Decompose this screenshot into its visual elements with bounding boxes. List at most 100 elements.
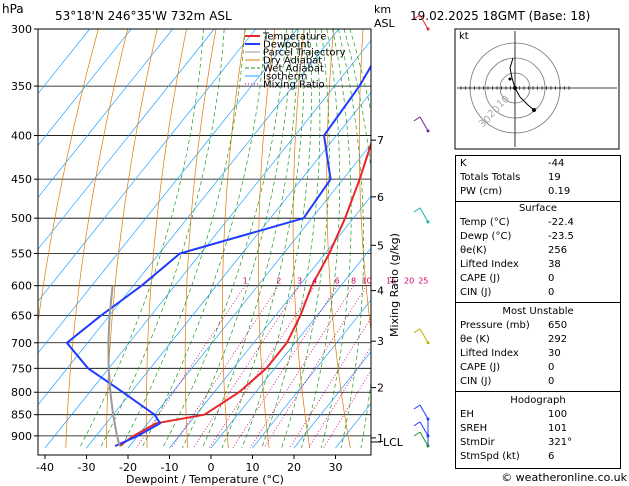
hodograph-unit-label: kt bbox=[459, 31, 469, 42]
legend-label: Dry Adiabat bbox=[263, 56, 322, 67]
profile-series bbox=[65, 64, 371, 447]
isotherm-line bbox=[252, 299, 371, 449]
indices-panel: K -44 Totals Totals 19 PW (cm) 0.19 Surf… bbox=[455, 155, 621, 469]
pressure-tick-label: 450 bbox=[11, 173, 32, 186]
mixing-ratio-line bbox=[135, 285, 246, 449]
wind-barb-dot bbox=[426, 27, 430, 31]
legend-label: Dewpoint bbox=[263, 40, 311, 51]
wet-adiabat-line bbox=[320, 29, 352, 449]
hodograph-frame bbox=[454, 28, 620, 150]
km-tick-label: 3 bbox=[377, 335, 384, 348]
mixing-ratio-label: 2 bbox=[276, 277, 281, 286]
dry-adiabat-line bbox=[106, 29, 158, 448]
mixing-ratio-line bbox=[263, 285, 368, 449]
hodograph-endpoint bbox=[532, 108, 536, 112]
pressure-tick-label: 550 bbox=[11, 247, 32, 260]
asl-label: ASL bbox=[374, 17, 396, 30]
separator bbox=[456, 391, 620, 392]
wet-adiabat-line bbox=[221, 29, 305, 449]
wet-adiabat-line bbox=[301, 29, 341, 449]
wet-adiabat-line bbox=[99, 29, 225, 449]
legend-label: Temperature bbox=[262, 32, 326, 43]
wind-barbs bbox=[413, 14, 430, 448]
pressure-tick-label: 900 bbox=[11, 430, 32, 443]
plot-frame bbox=[37, 28, 372, 456]
isotherm-line bbox=[293, 351, 371, 449]
isotherm-line bbox=[38, 29, 298, 354]
wet-adiabat-line bbox=[181, 29, 293, 449]
wet-adiabat-line bbox=[261, 29, 321, 449]
pressure-tick-label: 850 bbox=[11, 409, 32, 422]
most-unstable-title: Most Unstable bbox=[502, 306, 574, 317]
lcl-label: LCL bbox=[383, 436, 404, 449]
mu-row-pressure: Pressure (mb) 650 bbox=[460, 320, 568, 331]
hodograph-box-title: Hodograph bbox=[510, 395, 566, 406]
mixing-ratio-line bbox=[308, 346, 371, 449]
legend-label: Isotherm bbox=[263, 72, 307, 83]
temperature-series-line bbox=[119, 140, 371, 447]
wet-adiabat-line bbox=[337, 29, 364, 449]
hodograph-origin-point bbox=[513, 86, 517, 90]
isotherm-line bbox=[44, 39, 371, 449]
parcel-trajectory-series-line bbox=[107, 285, 121, 447]
wind-barb-dot bbox=[426, 220, 430, 224]
km-label: km bbox=[374, 3, 391, 16]
wind-barb-flag bbox=[413, 14, 421, 20]
surface-title: Surface bbox=[518, 203, 558, 214]
dry-adiabat-line bbox=[222, 29, 246, 449]
mixing-ratio-line bbox=[171, 285, 280, 449]
mixing-ratio-line bbox=[249, 285, 354, 449]
km-tick-label: 1 bbox=[377, 432, 384, 445]
datetime-title: 19.02.2025 18GMT (Base: 18) bbox=[410, 9, 590, 23]
separator bbox=[456, 201, 620, 202]
wind-barb-flag bbox=[413, 207, 421, 213]
axes: 300350400450500550600650700750800850900-… bbox=[11, 23, 428, 474]
surface-row-cin: CIN (J) 0 bbox=[460, 287, 555, 298]
wind-barb-flag bbox=[413, 328, 421, 334]
index-row-k: K -44 bbox=[460, 158, 565, 169]
wind-barb-flag bbox=[413, 431, 421, 437]
mixing-ratio-label: 25 bbox=[418, 277, 428, 286]
wind-barb-flag bbox=[413, 421, 421, 427]
wind-barb-staff bbox=[419, 116, 429, 132]
pressure-tick-label: 750 bbox=[11, 362, 32, 375]
location-title: 53°18'N 246°35'W 732m ASL bbox=[55, 9, 232, 23]
dry-adiabat-line bbox=[184, 29, 217, 449]
pressure-tick-label: 500 bbox=[11, 212, 32, 225]
background-lines bbox=[38, 29, 371, 449]
isotherm-line bbox=[38, 29, 173, 198]
km-tick-label: 4 bbox=[377, 285, 384, 298]
wet-adiabat-line bbox=[141, 29, 267, 449]
isotherm-line bbox=[38, 29, 215, 250]
km-tick-label: 7 bbox=[377, 134, 384, 147]
legend-label: Wet Adiabat bbox=[263, 64, 324, 75]
isotherm-line bbox=[38, 29, 256, 302]
temperature-tick-label: -40 bbox=[36, 461, 54, 474]
legend-label: Parcel Trajectory bbox=[263, 48, 346, 59]
mixing-ratio-axis-title: Mixing Ratio (g/kg) bbox=[388, 233, 401, 337]
temperature-tick-label: 10 bbox=[246, 461, 260, 474]
pressure-tick-label: 300 bbox=[11, 23, 32, 36]
surface-row-temp: Temp (°C) -22.4 bbox=[460, 217, 574, 228]
mu-row-li: Lifted Index 30 bbox=[460, 348, 561, 359]
km-tick-label: 5 bbox=[377, 239, 384, 252]
temperature-tick-label: 20 bbox=[287, 461, 301, 474]
hodograph-storm-motion bbox=[508, 77, 512, 81]
surface-row-li: Lifted Index 38 bbox=[460, 259, 561, 270]
dry-adiabat-line bbox=[146, 29, 187, 449]
hodo-row-stmspd: StmSpd (kt) 6 bbox=[460, 451, 555, 462]
mixing-ratio-label: 3 bbox=[297, 277, 302, 286]
dry-adiabat-line bbox=[292, 29, 311, 449]
wind-barb-staff bbox=[419, 421, 429, 437]
mu-row-thetae: θe (K) 292 bbox=[460, 334, 568, 345]
surface-row-thetae: θe(K) 256 bbox=[460, 245, 568, 256]
index-row-totals: Totals Totals 19 bbox=[460, 172, 561, 183]
isotherm-line bbox=[38, 29, 132, 147]
wind-barb-staff bbox=[419, 431, 429, 447]
mixing-ratio-label: 15 bbox=[386, 277, 396, 286]
temperature-tick-label: -10 bbox=[161, 461, 179, 474]
mixing-ratio-label: 10 bbox=[362, 277, 372, 286]
isotherm-line bbox=[210, 247, 371, 449]
hodo-row-stmdir: StmDir 321° bbox=[460, 437, 573, 448]
